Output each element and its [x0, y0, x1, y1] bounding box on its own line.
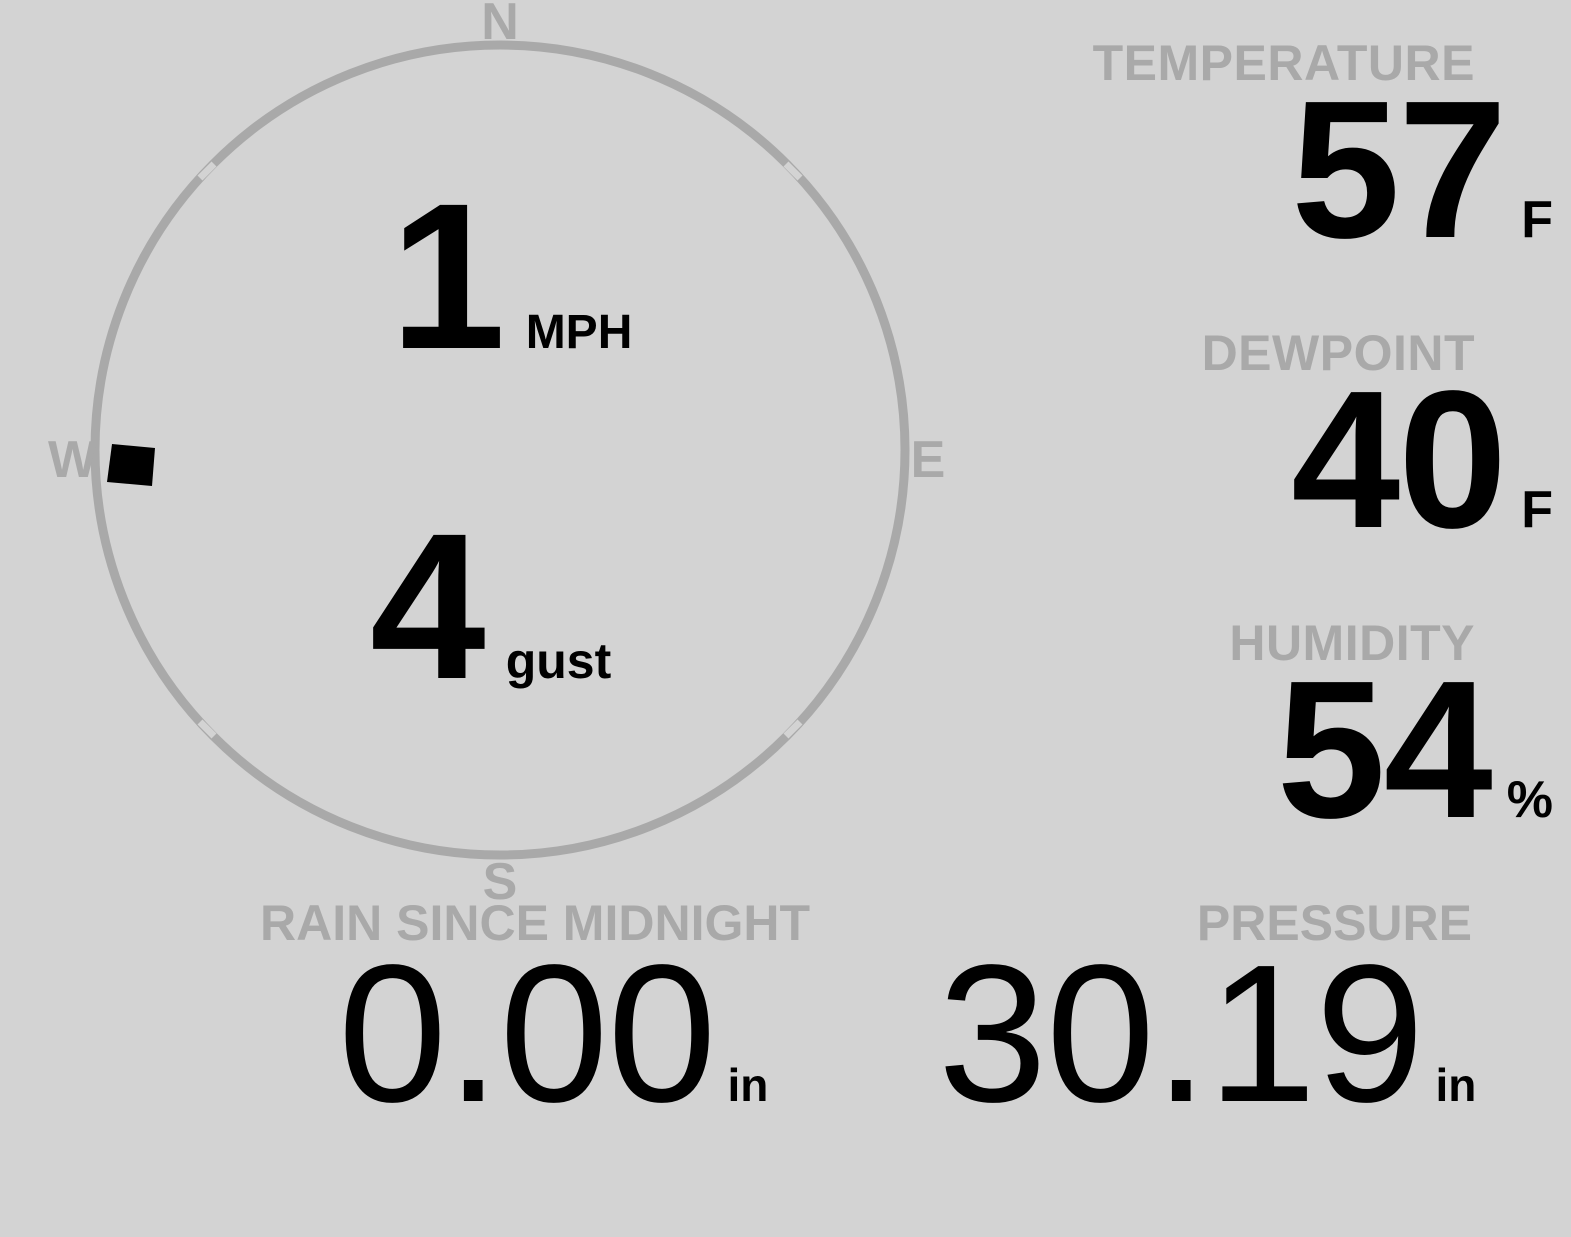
- metric-pressure-unit: in: [1435, 1059, 1477, 1111]
- wind-gust-readout: 4 gust: [370, 491, 612, 723]
- wind-speed-value: 1: [390, 161, 506, 393]
- metric-humidity-value: 54: [1276, 640, 1493, 859]
- compass-label-north: N: [481, 0, 519, 51]
- metric-rain-label: RAIN SINCE MIDNIGHT: [260, 895, 810, 951]
- metric-dewpoint-label: DEWPOINT: [1201, 325, 1475, 381]
- metrics-column: TEMPERATURE 57 F DEWPOINT 40 F HUMIDITY …: [1041, 38, 1571, 908]
- compass-ring: [90, 40, 910, 860]
- metric-pressure-label: PRESSURE: [1196, 895, 1472, 951]
- metric-temperature-value: 57: [1291, 60, 1507, 279]
- metric-dewpoint-value: 40: [1291, 350, 1507, 569]
- metric-temperature-readout: 57 F: [1291, 60, 1553, 279]
- metric-humidity-unit: %: [1506, 771, 1553, 829]
- metric-temperature-unit: F: [1521, 191, 1553, 249]
- wind-gust-unit: gust: [505, 633, 612, 689]
- metric-pressure: PRESSURE 30.19 in: [830, 898, 1550, 1148]
- wind-speed-readout: 1 MPH: [390, 161, 633, 393]
- compass-label-east: E: [910, 431, 946, 489]
- wind-speed-unit: MPH: [525, 306, 633, 359]
- metric-dewpoint-unit: F: [1521, 481, 1553, 539]
- metric-humidity-readout: 54 %: [1276, 640, 1553, 859]
- metric-rain-since-midnight: RAIN SINCE MIDNIGHT 0.00 in: [180, 898, 820, 1148]
- metric-dewpoint-readout: 40 F: [1291, 350, 1553, 569]
- wind-direction-pointer: [107, 444, 155, 486]
- metric-pressure-value: 30.19: [938, 924, 1424, 1143]
- metric-humidity-label: HUMIDITY: [1229, 615, 1475, 671]
- metric-rain-value: 0.00: [338, 924, 716, 1143]
- metric-humidity: HUMIDITY 54 %: [1041, 618, 1571, 908]
- compass-label-south: S: [482, 853, 518, 911]
- metric-dewpoint: DEWPOINT 40 F: [1041, 328, 1571, 618]
- bottom-metrics-row: RAIN SINCE MIDNIGHT 0.00 in PRESSURE 30.…: [0, 898, 1571, 1148]
- metric-rain-unit: in: [727, 1059, 769, 1111]
- metric-pressure-readout: 30.19 in: [938, 924, 1477, 1143]
- compass-tick-marks: [197, 161, 803, 739]
- metric-temperature: TEMPERATURE 57 F: [1041, 38, 1571, 328]
- compass-dial-icon: [90, 40, 910, 860]
- metric-rain-readout: 0.00 in: [338, 924, 769, 1143]
- wind-compass-gauge: N E S W 1 MPH 4 gust: [0, 0, 1000, 920]
- wind-gust-value: 4: [370, 491, 486, 723]
- metric-temperature-label: TEMPERATURE: [1092, 35, 1475, 91]
- compass-label-west: W: [48, 431, 98, 489]
